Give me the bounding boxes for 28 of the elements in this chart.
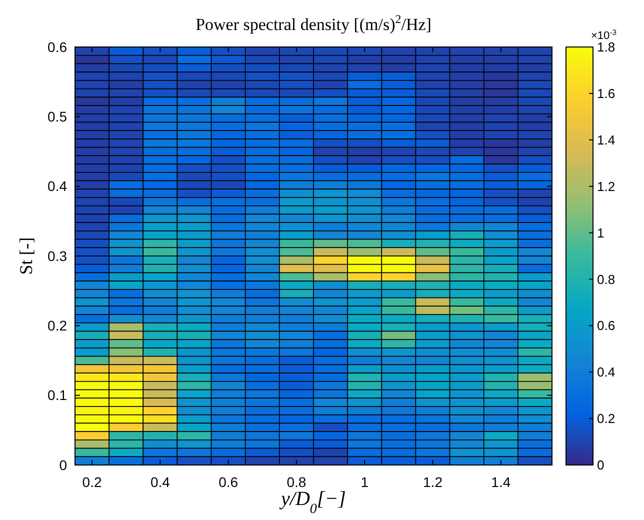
y-tick-label: 0.4 (48, 178, 68, 194)
x-tick-label: 0.2 (82, 474, 102, 490)
x-tick-label: 0.6 (218, 474, 238, 490)
x-tick-label: 1 (360, 474, 369, 490)
color-bar-label: 1.2 (597, 178, 616, 194)
chart-title: Power spectral density [(m/s)$^{2}$/Hz] (196, 12, 432, 34)
color-bar-label: 0 (597, 458, 604, 473)
y-tick-label: 0 (59, 456, 68, 473)
color-bar-label: 1.8 (597, 40, 616, 55)
color-bar-label: 0.4 (597, 364, 616, 380)
color-bar-label: 0.8 (597, 272, 616, 287)
y-axis-title: St [-] (16, 237, 36, 275)
x-tick-label: 0.8 (286, 474, 306, 490)
x-axis-title: y/D$_{0}$[−] (279, 488, 346, 516)
color-bar-label: 0.2 (597, 411, 616, 426)
x-tick-label: 1.2 (423, 474, 443, 490)
y-tick-label: 0.6 (48, 38, 68, 55)
y-tick-label: 0.3 (48, 248, 68, 264)
color-bar-label: 1 (597, 225, 604, 240)
x-tick-label: 0.4 (150, 474, 170, 490)
color-bar-label: 1.4 (597, 132, 616, 148)
x-tick-label: 1.4 (491, 474, 511, 490)
y-tick-label: 0.2 (48, 318, 68, 334)
y-tick-label: 0.5 (48, 108, 68, 125)
color-bar-label: 0.6 (597, 318, 616, 334)
color-bar-label: 1.6 (597, 86, 616, 101)
color-bar-title: ×10$^{-3}$ (591, 28, 617, 42)
y-tick-label: 0.1 (48, 387, 68, 404)
